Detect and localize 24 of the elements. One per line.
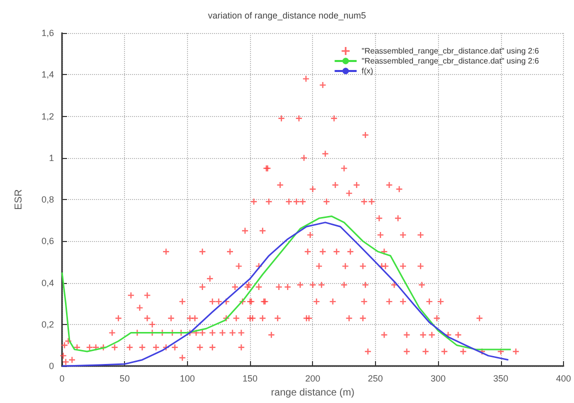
x-tick-label: 100 [180,374,195,384]
x-axis-title: range distance (m) [271,388,354,398]
y-axis-title: ESR [14,189,24,210]
y-tick-label: 0,2 [41,319,54,330]
y-tick-label: 0,4 [41,278,54,288]
y-tick-label: 1 [48,152,54,163]
x-tick-label: 150 [242,374,258,384]
x-tick-label: 350 [493,374,508,384]
y-tick-label: 0,6 [41,236,54,246]
y-tick-label: 1,6 [41,28,54,38]
x-tick-label: 0 [59,374,65,384]
y-tick-label: 0 [48,361,54,372]
chart-title: variation of range_distance node_num5 [208,10,366,20]
y-tick-label: 1,4 [41,70,54,80]
x-tick-label: 300 [430,374,446,384]
x-tick-label: 200 [305,374,320,384]
legend-label: "Reassembled_range_cbr_distance.dat" using 2:6 [362,46,540,56]
legend-label: f(x) [362,66,374,76]
y-tick-label: 1,2 [41,111,54,122]
x-tick-label: 50 [120,374,130,384]
legend-label: "Reassembled_range_cbr_distance.dat" using 2:6 [362,56,540,66]
x-tick-label: 400 [556,374,572,384]
x-tick-label: 250 [368,374,383,384]
y-tick-label: 0,8 [41,194,54,205]
